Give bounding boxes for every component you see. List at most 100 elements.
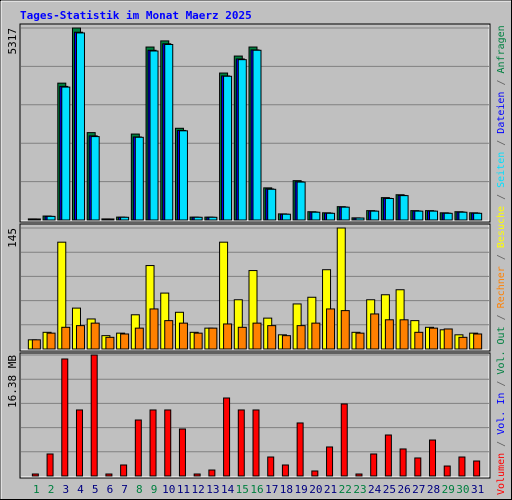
- bar: [281, 335, 291, 350]
- x-tick-label: 5: [92, 483, 99, 496]
- bar: [370, 453, 378, 477]
- bar: [90, 322, 100, 350]
- x-tick-label: 15: [236, 483, 249, 496]
- bar: [311, 322, 321, 350]
- bar: [355, 473, 363, 477]
- bar: [414, 210, 424, 221]
- x-tick-label: 13: [206, 483, 219, 496]
- bar: [105, 473, 113, 477]
- bar: [326, 446, 334, 477]
- bar: [120, 216, 130, 221]
- bar: [134, 327, 144, 350]
- bar: [429, 327, 439, 350]
- x-tick-label: 25: [383, 483, 396, 496]
- bar: [46, 453, 54, 477]
- bar: [105, 336, 115, 350]
- bar: [399, 319, 409, 350]
- bar: [473, 212, 483, 221]
- bar: [384, 319, 394, 350]
- bar: [414, 331, 424, 350]
- bar: [443, 328, 453, 350]
- bar: [120, 333, 130, 350]
- bar: [193, 473, 201, 477]
- bar: [473, 333, 483, 350]
- legend-separator: /: [496, 308, 507, 326]
- bar: [208, 327, 218, 350]
- x-tick-label: 31: [471, 483, 484, 496]
- bar: [75, 32, 85, 221]
- legend-entry: Seiten: [496, 152, 507, 188]
- x-tick-label: 17: [265, 483, 278, 496]
- x-tick-label: 18: [280, 483, 293, 496]
- x-tick-label: 21: [324, 483, 337, 496]
- x-tick-label: 7: [121, 483, 128, 496]
- bar: [296, 422, 304, 477]
- bar: [340, 403, 348, 477]
- bar: [340, 206, 350, 221]
- bar: [90, 354, 98, 477]
- y-tick-label: 16.38 MB: [6, 355, 19, 408]
- x-tick-label: 14: [221, 483, 235, 496]
- x-tick-label: 10: [162, 483, 175, 496]
- x-tick-label: 3: [62, 483, 69, 496]
- bar: [134, 136, 144, 221]
- bar: [281, 213, 291, 221]
- bar: [61, 326, 71, 350]
- bar: [281, 464, 289, 477]
- bar: [370, 313, 380, 350]
- bar: [443, 212, 453, 221]
- bar: [399, 448, 407, 477]
- bar: [326, 212, 336, 221]
- bar: [223, 75, 233, 221]
- x-tick-label: 2: [48, 483, 55, 496]
- x-tick-label: 24: [368, 483, 382, 496]
- x-tick-label: 20: [309, 483, 322, 496]
- legend-entry: Volumen: [496, 453, 507, 495]
- bar: [267, 325, 277, 350]
- bar: [429, 439, 437, 477]
- bar: [311, 470, 319, 477]
- x-tick-label: 8: [136, 483, 143, 496]
- bar: [61, 86, 71, 221]
- bar: [164, 44, 174, 221]
- bar: [31, 339, 41, 350]
- bar: [178, 428, 186, 477]
- bar: [252, 322, 262, 350]
- bar: [120, 464, 128, 477]
- legend-entry: Anfragen: [496, 25, 507, 73]
- bar: [384, 198, 394, 221]
- bar: [414, 457, 422, 477]
- bar: [267, 188, 277, 221]
- bar: [355, 332, 365, 350]
- bar: [267, 456, 275, 477]
- bar: [75, 325, 85, 350]
- bar: [237, 409, 245, 477]
- bar: [458, 211, 468, 221]
- bar: [75, 409, 83, 477]
- legend-separator: /: [496, 435, 507, 453]
- bar: [193, 216, 203, 221]
- bar: [208, 469, 216, 477]
- bar: [473, 460, 481, 477]
- bar: [399, 195, 409, 221]
- bar: [149, 50, 159, 221]
- bar: [429, 210, 439, 221]
- x-tick-label: 29: [442, 483, 455, 496]
- x-tick-label: 4: [77, 483, 84, 496]
- legend-entry: Dateien: [496, 92, 507, 134]
- bar: [46, 332, 56, 350]
- bar: [193, 332, 203, 350]
- bar: [149, 308, 159, 350]
- bar: [178, 130, 188, 221]
- x-tick-label: 23: [353, 483, 366, 496]
- bar: [296, 181, 306, 221]
- legend-entry: Rechner: [496, 266, 507, 308]
- legend-separator: /: [496, 375, 507, 393]
- bar: [311, 211, 321, 221]
- bar: [223, 397, 231, 477]
- x-tick-label: 19: [295, 483, 308, 496]
- bar: [252, 409, 260, 477]
- bar: [340, 310, 350, 350]
- x-tick-label: 12: [192, 483, 205, 496]
